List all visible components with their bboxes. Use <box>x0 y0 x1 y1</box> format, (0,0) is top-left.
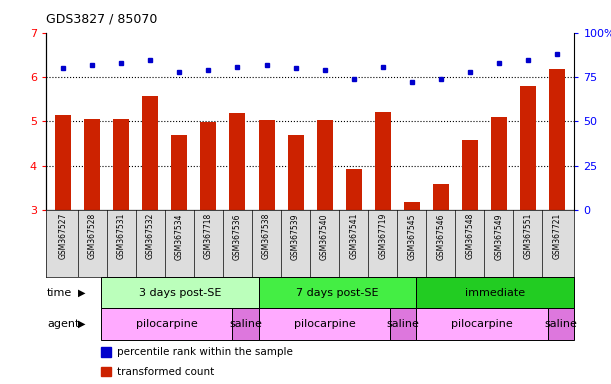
Text: GSM367527: GSM367527 <box>59 213 68 260</box>
Text: GSM367528: GSM367528 <box>88 213 97 259</box>
Text: GSM367548: GSM367548 <box>466 213 474 260</box>
Bar <box>346 169 362 210</box>
Text: percentile rank within the sample: percentile rank within the sample <box>117 347 293 357</box>
Text: saline: saline <box>229 319 262 329</box>
FancyBboxPatch shape <box>232 308 258 340</box>
Text: immediate: immediate <box>466 288 525 298</box>
Text: 7 days post-SE: 7 days post-SE <box>296 288 379 298</box>
FancyBboxPatch shape <box>258 308 390 340</box>
Text: GDS3827 / 85070: GDS3827 / 85070 <box>46 12 157 25</box>
Bar <box>462 140 478 210</box>
Text: GSM367540: GSM367540 <box>320 213 329 260</box>
Text: pilocarpine: pilocarpine <box>452 319 513 329</box>
Text: pilocarpine: pilocarpine <box>293 319 356 329</box>
Text: GSM367551: GSM367551 <box>524 213 532 260</box>
Bar <box>55 115 71 210</box>
Bar <box>375 112 390 210</box>
Bar <box>114 119 130 210</box>
Bar <box>258 121 274 210</box>
Text: GSM367718: GSM367718 <box>204 213 213 259</box>
Text: GSM367541: GSM367541 <box>349 213 358 260</box>
Text: GSM367719: GSM367719 <box>378 213 387 260</box>
Text: GSM367532: GSM367532 <box>146 213 155 260</box>
Text: GSM367721: GSM367721 <box>552 213 562 259</box>
Bar <box>142 96 158 210</box>
Text: GSM367531: GSM367531 <box>117 213 126 260</box>
Bar <box>200 122 216 210</box>
Text: GSM367539: GSM367539 <box>291 213 300 260</box>
Bar <box>549 69 565 210</box>
Bar <box>520 86 536 210</box>
Bar <box>433 184 448 210</box>
Text: GSM367545: GSM367545 <box>407 213 416 260</box>
FancyBboxPatch shape <box>101 277 258 308</box>
Bar <box>404 202 420 210</box>
Text: agent: agent <box>47 319 79 329</box>
Bar <box>288 136 304 210</box>
FancyBboxPatch shape <box>390 308 417 340</box>
Text: 3 days post-SE: 3 days post-SE <box>139 288 221 298</box>
Text: pilocarpine: pilocarpine <box>136 319 197 329</box>
FancyBboxPatch shape <box>417 308 548 340</box>
FancyBboxPatch shape <box>258 277 417 308</box>
Text: time: time <box>47 288 72 298</box>
Bar <box>172 136 188 210</box>
Text: saline: saline <box>545 319 577 329</box>
Text: saline: saline <box>387 319 420 329</box>
Text: GSM367546: GSM367546 <box>436 213 445 260</box>
FancyBboxPatch shape <box>548 308 574 340</box>
Bar <box>230 113 246 210</box>
Text: GSM367534: GSM367534 <box>175 213 184 260</box>
FancyBboxPatch shape <box>417 277 574 308</box>
Text: GSM367549: GSM367549 <box>494 213 503 260</box>
FancyBboxPatch shape <box>101 308 232 340</box>
Bar <box>316 121 332 210</box>
Text: GSM367536: GSM367536 <box>233 213 242 260</box>
Text: transformed count: transformed count <box>117 367 214 377</box>
Text: ▶: ▶ <box>78 288 86 298</box>
Text: GSM367538: GSM367538 <box>262 213 271 260</box>
Bar <box>491 117 507 210</box>
Bar <box>84 119 100 210</box>
Text: ▶: ▶ <box>78 319 86 329</box>
